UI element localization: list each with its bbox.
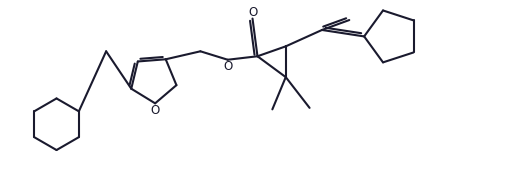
- Text: O: O: [223, 60, 232, 73]
- Text: O: O: [150, 104, 160, 117]
- Text: O: O: [248, 6, 257, 19]
